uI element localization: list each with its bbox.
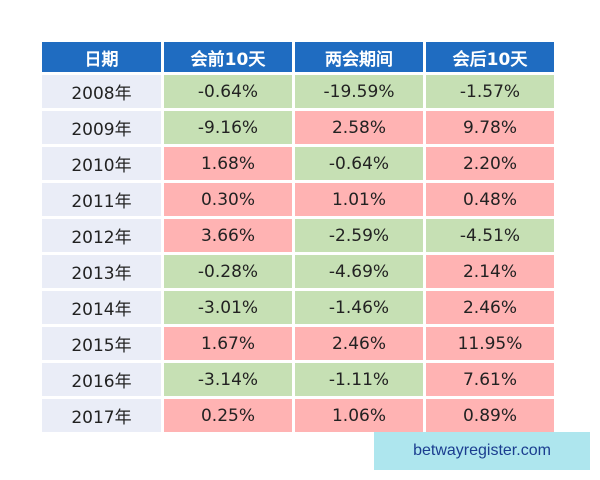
value-after-cell: -1.57%	[426, 75, 554, 108]
table-body: 2008年 -0.64% -19.59% -1.57% 2009年 -9.16% 2.58%…	[42, 75, 554, 432]
value-during-cell: 2.58%	[295, 111, 423, 144]
table-row: 2013年 -0.28% -4.69% 2.14%	[42, 255, 554, 288]
table-row: 2016年 -3.14% -1.11% 7.61%	[42, 363, 554, 396]
header-row: 日期 会前10天 两会期间 会后10天	[42, 42, 554, 72]
returns-table: 日期 会前10天 两会期间 会后10天 2008年 -0.64% -19.59% -1…	[39, 39, 557, 435]
table-row: 2015年 1.67% 2.46% 11.95%	[42, 327, 554, 360]
value-before-cell: 1.67%	[164, 327, 292, 360]
value-after-cell: -4.51%	[426, 219, 554, 252]
value-before-cell: -9.16%	[164, 111, 292, 144]
table-row: 2014年 -3.01% -1.46% 2.46%	[42, 291, 554, 324]
date-cell: 2013年	[42, 255, 161, 288]
date-cell: 2016年	[42, 363, 161, 396]
date-cell: 2015年	[42, 327, 161, 360]
value-before-cell: -0.28%	[164, 255, 292, 288]
value-after-cell: 2.14%	[426, 255, 554, 288]
watermark: betwayregister.com	[374, 432, 590, 470]
value-before-cell: -3.01%	[164, 291, 292, 324]
date-cell: 2017年	[42, 399, 161, 432]
value-during-cell: 2.46%	[295, 327, 423, 360]
value-during-cell: -4.69%	[295, 255, 423, 288]
value-before-cell: 3.66%	[164, 219, 292, 252]
column-header-before: 会前10天	[164, 42, 292, 72]
column-header-date: 日期	[42, 42, 161, 72]
date-cell: 2012年	[42, 219, 161, 252]
value-after-cell: 0.48%	[426, 183, 554, 216]
date-cell: 2008年	[42, 75, 161, 108]
value-after-cell: 9.78%	[426, 111, 554, 144]
value-after-cell: 0.89%	[426, 399, 554, 432]
date-cell: 2014年	[42, 291, 161, 324]
value-before-cell: -3.14%	[164, 363, 292, 396]
date-cell: 2009年	[42, 111, 161, 144]
table-row: 2011年 0.30% 1.01% 0.48%	[42, 183, 554, 216]
value-during-cell: -1.46%	[295, 291, 423, 324]
table-row: 2010年 1.68% -0.64% 2.20%	[42, 147, 554, 180]
value-during-cell: 1.01%	[295, 183, 423, 216]
date-cell: 2011年	[42, 183, 161, 216]
value-before-cell: 0.25%	[164, 399, 292, 432]
value-before-cell: 1.68%	[164, 147, 292, 180]
column-header-during: 两会期间	[295, 42, 423, 72]
value-after-cell: 11.95%	[426, 327, 554, 360]
date-cell: 2010年	[42, 147, 161, 180]
table-row: 2009年 -9.16% 2.58% 9.78%	[42, 111, 554, 144]
table-row: 2017年 0.25% 1.06% 0.89%	[42, 399, 554, 432]
value-during-cell: -19.59%	[295, 75, 423, 108]
value-after-cell: 7.61%	[426, 363, 554, 396]
value-during-cell: -0.64%	[295, 147, 423, 180]
value-before-cell: -0.64%	[164, 75, 292, 108]
value-during-cell: -2.59%	[295, 219, 423, 252]
value-during-cell: -1.11%	[295, 363, 423, 396]
value-after-cell: 2.20%	[426, 147, 554, 180]
value-before-cell: 0.30%	[164, 183, 292, 216]
value-during-cell: 1.06%	[295, 399, 423, 432]
table-row: 2012年 3.66% -2.59% -4.51%	[42, 219, 554, 252]
column-header-after: 会后10天	[426, 42, 554, 72]
value-after-cell: 2.46%	[426, 291, 554, 324]
table-row: 2008年 -0.64% -19.59% -1.57%	[42, 75, 554, 108]
